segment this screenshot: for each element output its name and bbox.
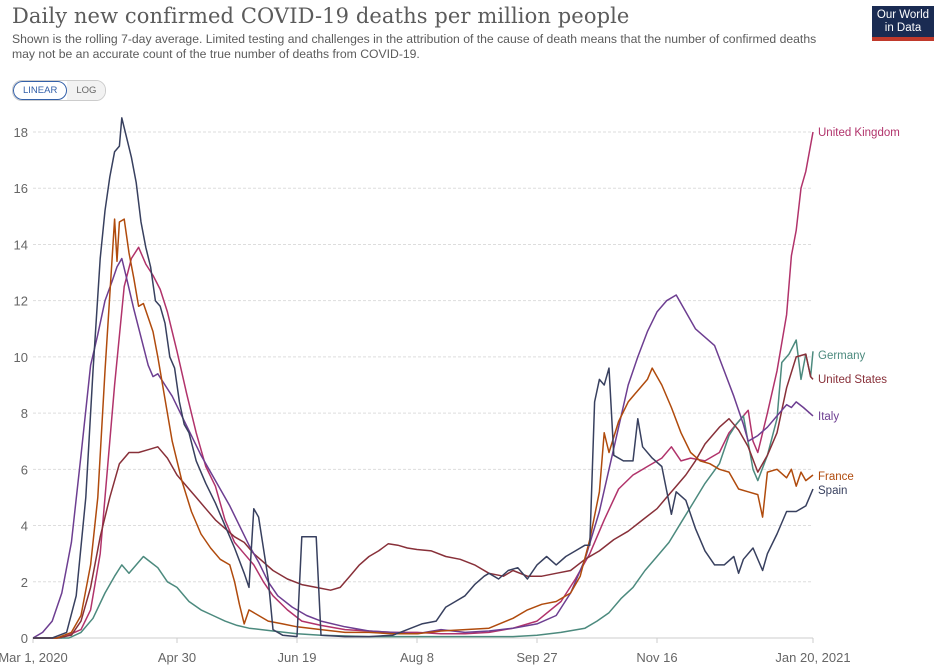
y-tick-label: 4 bbox=[21, 519, 28, 534]
series-line-italy[interactable] bbox=[32, 257, 814, 639]
series-line-germany[interactable] bbox=[33, 339, 814, 639]
x-tick-label: Jan 20, 2021 bbox=[775, 650, 850, 665]
y-tick-label: 12 bbox=[14, 294, 28, 309]
y-tick-label: 14 bbox=[14, 237, 28, 252]
owid-logo[interactable]: Our World in Data bbox=[872, 6, 934, 41]
series-line-france[interactable] bbox=[33, 218, 814, 639]
series-label-germany[interactable]: Germany bbox=[818, 350, 866, 362]
chart-title: Daily new confirmed COVID-19 deaths per … bbox=[12, 4, 630, 28]
y-tick-label: 18 bbox=[14, 125, 28, 140]
log-scale-button[interactable]: LOG bbox=[67, 81, 106, 100]
series-label-united-states[interactable]: United States bbox=[818, 374, 887, 386]
logo-line-1: Our World bbox=[876, 9, 930, 21]
gridlines bbox=[33, 131, 813, 583]
x-tick-label: Jun 19 bbox=[277, 650, 316, 665]
scale-toggle: LINEAR LOG bbox=[12, 80, 107, 101]
linear-scale-button[interactable]: LINEAR bbox=[13, 81, 68, 100]
series-label-spain[interactable]: Spain bbox=[818, 485, 847, 497]
chart-subtitle: Shown is the rolling 7-day average. Limi… bbox=[12, 32, 817, 61]
logo-line-2: in Data bbox=[884, 22, 922, 34]
series-line-spain[interactable] bbox=[33, 117, 814, 639]
x-tick-label: Apr 30 bbox=[158, 650, 196, 665]
x-tick-label: Nov 16 bbox=[636, 650, 677, 665]
y-tick-label: 10 bbox=[14, 350, 28, 365]
series-label-italy[interactable]: Italy bbox=[818, 411, 839, 423]
y-axis-ticks: 0 2 4 6 8 10 12 14 16 18 bbox=[14, 125, 28, 646]
x-tick-label: Sep 27 bbox=[516, 650, 557, 665]
x-tick-label: Mar 1, 2020 bbox=[0, 650, 68, 665]
series-label-united-kingdom[interactable]: United Kingdom bbox=[818, 127, 900, 139]
series-line-united-states[interactable] bbox=[33, 353, 814, 639]
y-tick-label: 16 bbox=[14, 181, 28, 196]
y-tick-label: 8 bbox=[21, 406, 28, 421]
x-tick-label: Aug 8 bbox=[400, 650, 434, 665]
x-axis: Mar 1, 2020 Apr 30 Jun 19 Aug 8 Sep 27 Nov 16… bbox=[0, 637, 851, 665]
series-lines bbox=[32, 117, 814, 639]
y-tick-label: 2 bbox=[21, 575, 28, 590]
logo-accent-bar bbox=[872, 37, 934, 41]
series-line-united-kingdom[interactable] bbox=[33, 131, 814, 639]
y-tick-label: 0 bbox=[21, 631, 28, 646]
series-end-labels: United Kingdom Germany United States Italy F… bbox=[818, 127, 900, 497]
y-tick-label: 6 bbox=[21, 462, 28, 477]
series-label-france[interactable]: France bbox=[818, 471, 854, 483]
